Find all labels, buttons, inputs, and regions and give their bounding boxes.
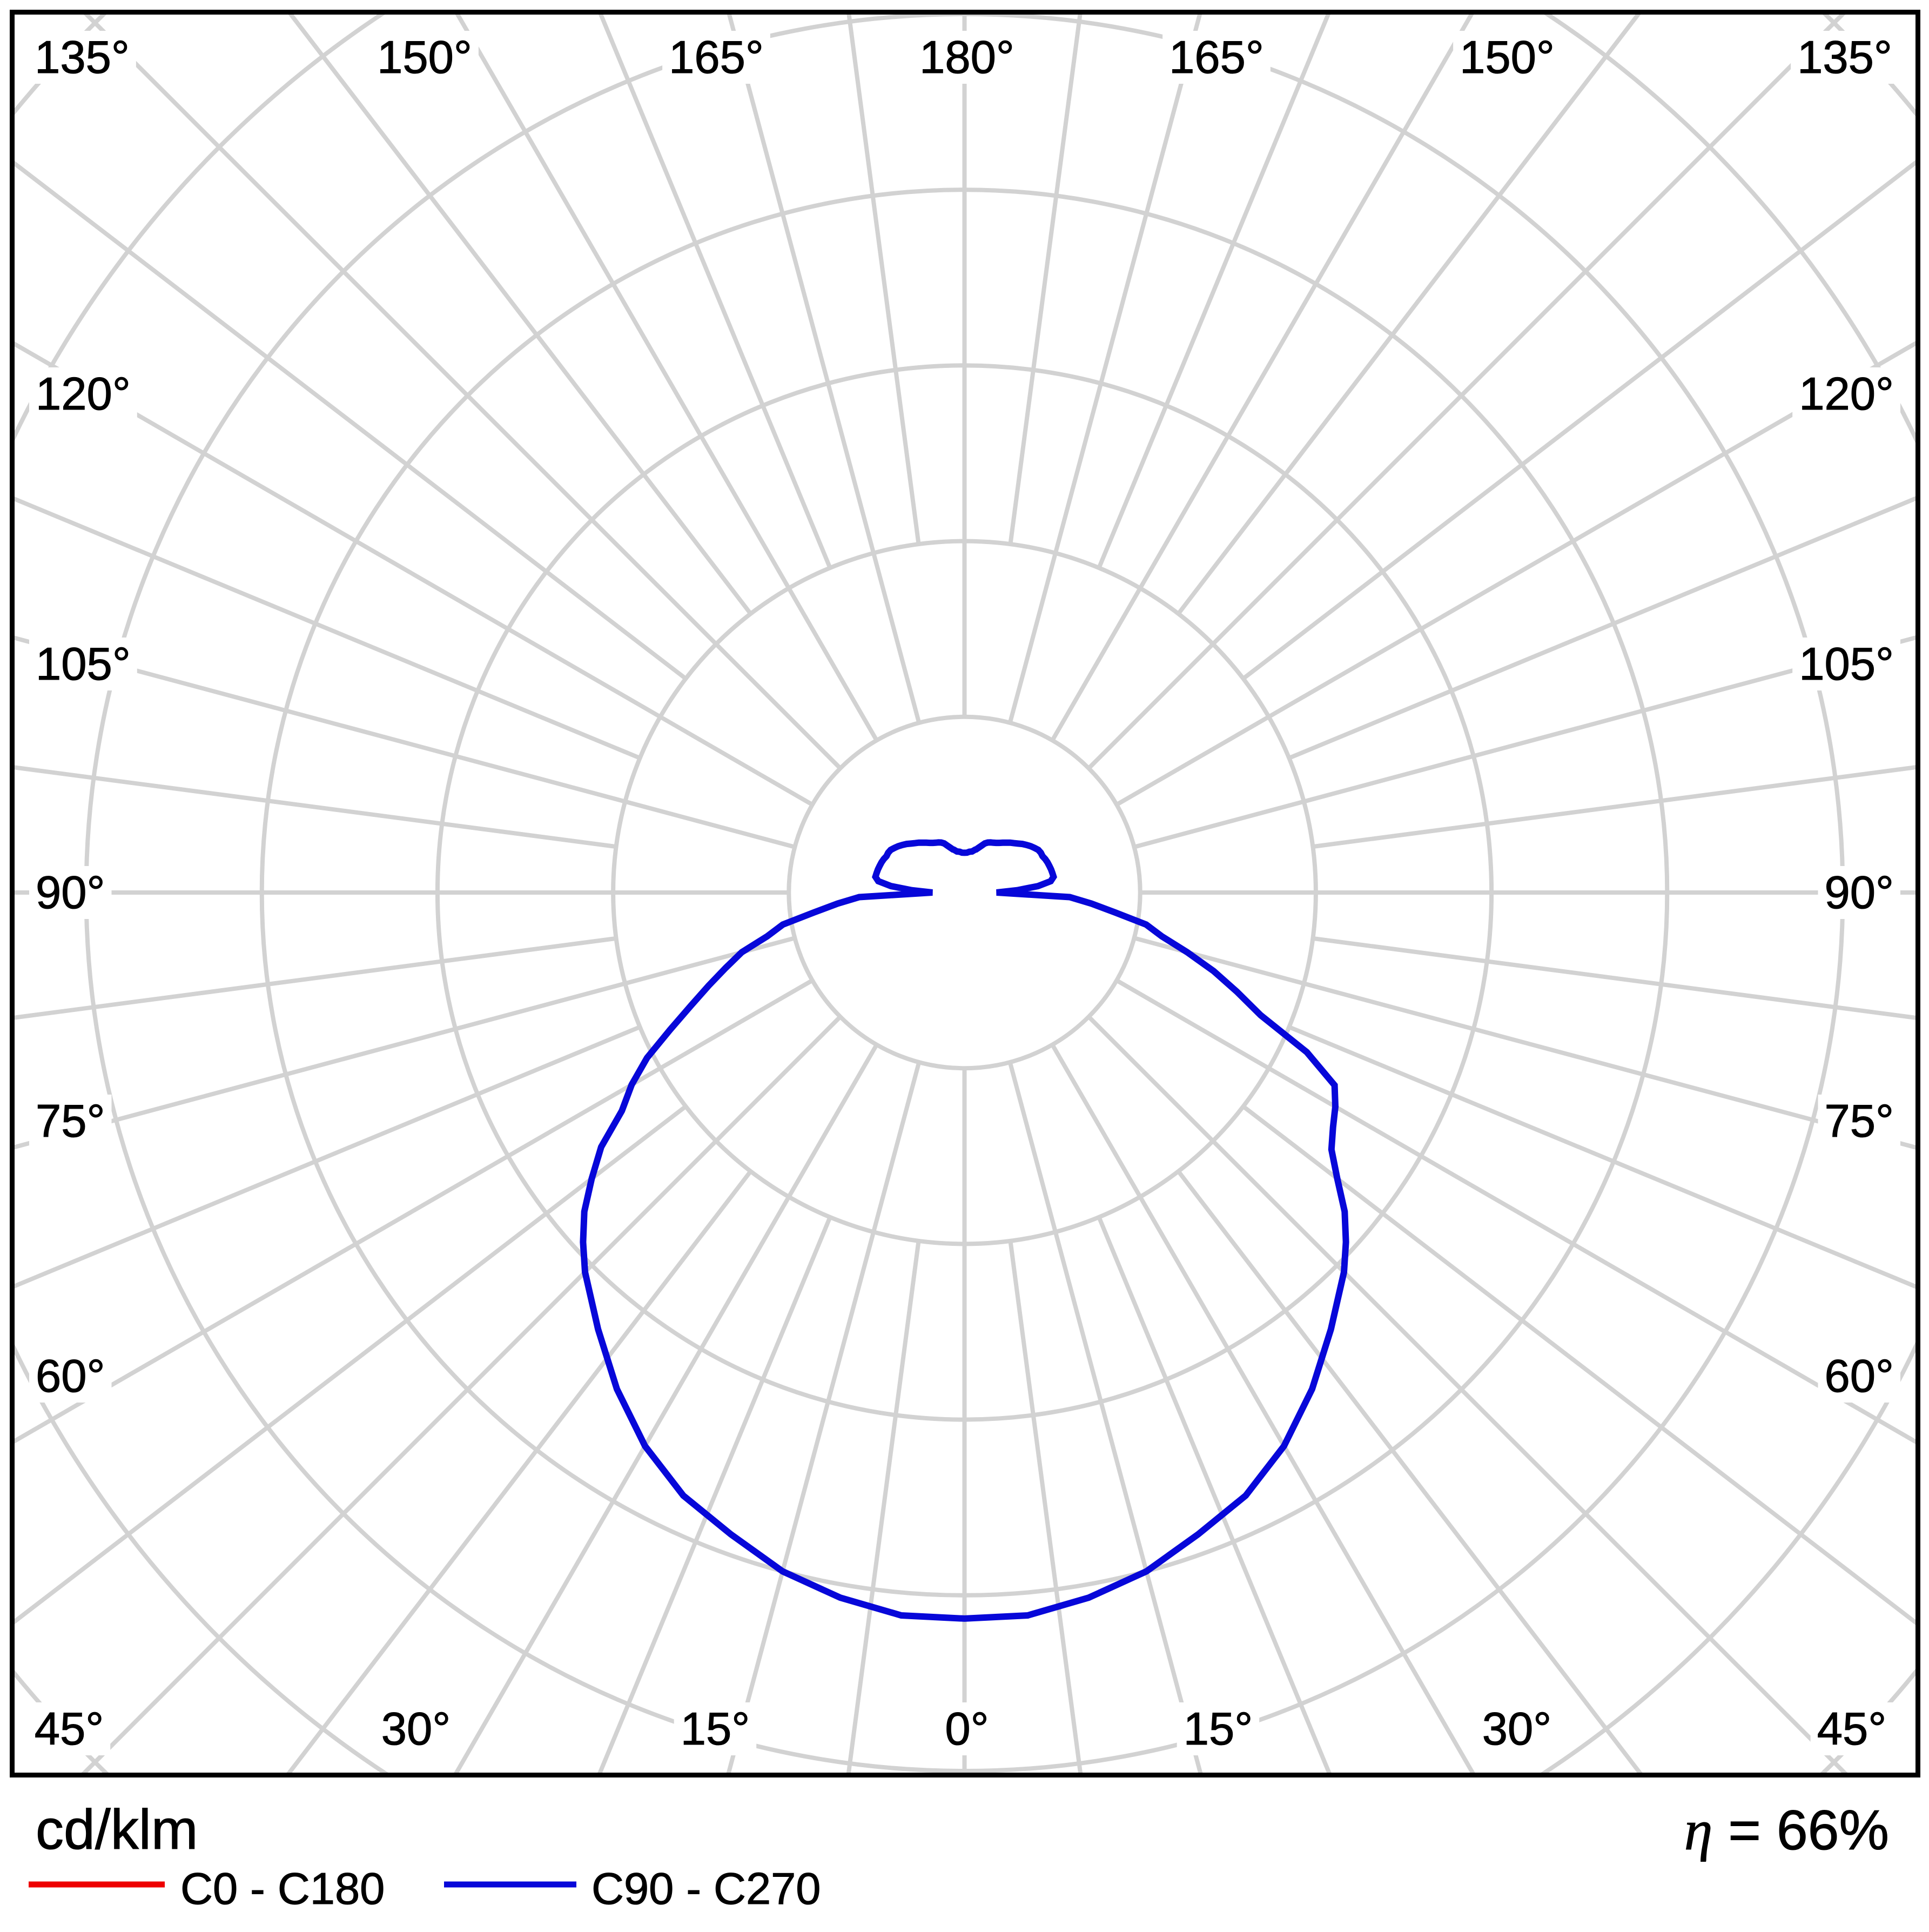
svg-text:90°: 90° [36, 867, 105, 918]
svg-text:60°: 60° [36, 1351, 105, 1402]
svg-text:45°: 45° [1817, 1703, 1887, 1755]
svg-text:60°: 60° [1824, 1351, 1894, 1402]
svg-text:150°: 150° [377, 32, 472, 83]
svg-text:180°: 180° [919, 32, 1014, 83]
svg-text:30°: 30° [381, 1703, 451, 1755]
svg-text:30°: 30° [1482, 1703, 1552, 1755]
svg-text:15°: 15° [1184, 1703, 1253, 1755]
svg-text:45°: 45° [35, 1703, 104, 1755]
svg-text:75°: 75° [1824, 1096, 1894, 1147]
svg-text:105°: 105° [36, 639, 131, 690]
svg-text:cd/klm: cd/klm [36, 1799, 198, 1861]
svg-text:90°: 90° [1824, 867, 1894, 918]
svg-text:0°: 0° [945, 1703, 989, 1755]
svg-text:C0 - C180: C0 - C180 [180, 1863, 385, 1914]
svg-text:165°: 165° [1169, 32, 1264, 83]
svg-text:75°: 75° [36, 1096, 105, 1147]
svg-text:η = 66%: η = 66% [1684, 1799, 1889, 1862]
svg-text:15°: 15° [681, 1703, 750, 1755]
svg-text:135°: 135° [35, 32, 130, 83]
svg-text:C90 - C270: C90 - C270 [592, 1863, 821, 1914]
svg-text:135°: 135° [1797, 32, 1892, 83]
svg-text:150°: 150° [1460, 32, 1555, 83]
svg-text:105°: 105° [1799, 639, 1894, 690]
svg-text:165°: 165° [669, 32, 764, 83]
svg-text:120°: 120° [1799, 368, 1894, 420]
svg-text:120°: 120° [36, 368, 131, 420]
